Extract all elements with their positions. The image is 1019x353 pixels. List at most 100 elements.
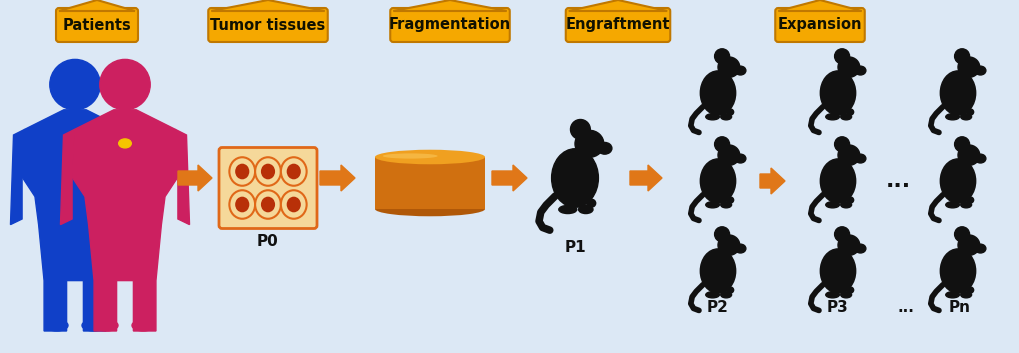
Ellipse shape xyxy=(705,292,718,298)
FancyBboxPatch shape xyxy=(208,8,327,42)
Ellipse shape xyxy=(718,109,725,115)
FancyBboxPatch shape xyxy=(219,148,317,228)
Ellipse shape xyxy=(974,66,985,75)
Ellipse shape xyxy=(838,109,845,115)
Ellipse shape xyxy=(960,114,971,120)
Ellipse shape xyxy=(68,139,82,148)
Ellipse shape xyxy=(727,287,733,293)
FancyBboxPatch shape xyxy=(56,8,138,42)
Ellipse shape xyxy=(825,202,839,208)
Ellipse shape xyxy=(957,145,979,165)
Text: Patients: Patients xyxy=(62,18,131,32)
Ellipse shape xyxy=(229,190,255,219)
Ellipse shape xyxy=(235,164,249,179)
Ellipse shape xyxy=(255,157,280,186)
Ellipse shape xyxy=(586,199,595,207)
Ellipse shape xyxy=(840,114,851,120)
Circle shape xyxy=(954,137,969,152)
Ellipse shape xyxy=(819,71,855,115)
Ellipse shape xyxy=(838,57,859,77)
Ellipse shape xyxy=(705,114,718,120)
Ellipse shape xyxy=(840,202,851,208)
Ellipse shape xyxy=(375,150,484,164)
Ellipse shape xyxy=(846,197,853,203)
Circle shape xyxy=(100,59,150,110)
Circle shape xyxy=(834,137,849,152)
Text: P1: P1 xyxy=(564,240,585,256)
Ellipse shape xyxy=(261,197,275,213)
Ellipse shape xyxy=(720,202,731,208)
Ellipse shape xyxy=(558,205,576,214)
Ellipse shape xyxy=(382,154,437,158)
Circle shape xyxy=(954,49,969,64)
Ellipse shape xyxy=(735,244,745,253)
Circle shape xyxy=(714,49,729,64)
Ellipse shape xyxy=(576,199,584,207)
Ellipse shape xyxy=(945,114,959,120)
Ellipse shape xyxy=(960,292,971,298)
Polygon shape xyxy=(777,0,861,11)
Polygon shape xyxy=(211,0,324,11)
Text: P3: P3 xyxy=(826,300,848,316)
Ellipse shape xyxy=(96,320,118,331)
Bar xyxy=(375,157,484,209)
Ellipse shape xyxy=(551,149,598,207)
Polygon shape xyxy=(125,130,140,225)
Polygon shape xyxy=(393,0,506,11)
Ellipse shape xyxy=(838,197,845,203)
Ellipse shape xyxy=(854,154,865,163)
Ellipse shape xyxy=(945,292,959,298)
Ellipse shape xyxy=(255,190,280,219)
Polygon shape xyxy=(22,110,127,331)
FancyArrow shape xyxy=(630,165,661,191)
Ellipse shape xyxy=(727,197,733,203)
Text: Tumor tissues: Tumor tissues xyxy=(210,18,325,32)
FancyBboxPatch shape xyxy=(566,8,669,42)
Circle shape xyxy=(714,227,729,242)
Ellipse shape xyxy=(960,202,971,208)
Ellipse shape xyxy=(838,235,859,255)
Ellipse shape xyxy=(280,157,307,186)
Text: ...: ... xyxy=(884,171,910,191)
Ellipse shape xyxy=(575,130,603,157)
Ellipse shape xyxy=(735,154,745,163)
Polygon shape xyxy=(10,130,24,225)
Ellipse shape xyxy=(846,287,853,293)
Ellipse shape xyxy=(854,66,865,75)
Ellipse shape xyxy=(717,57,739,77)
Ellipse shape xyxy=(229,157,255,186)
Ellipse shape xyxy=(280,190,307,219)
Ellipse shape xyxy=(131,320,154,331)
Ellipse shape xyxy=(261,164,275,179)
Ellipse shape xyxy=(966,197,973,203)
Ellipse shape xyxy=(819,159,855,203)
Text: P2: P2 xyxy=(706,300,729,316)
FancyArrow shape xyxy=(320,165,355,191)
Ellipse shape xyxy=(958,197,965,203)
Polygon shape xyxy=(175,130,190,225)
FancyArrow shape xyxy=(759,168,785,194)
Ellipse shape xyxy=(840,292,851,298)
Text: Fragmentation: Fragmentation xyxy=(388,18,511,32)
Ellipse shape xyxy=(940,71,975,115)
Ellipse shape xyxy=(578,205,592,214)
Ellipse shape xyxy=(727,109,733,115)
Ellipse shape xyxy=(286,164,301,179)
Ellipse shape xyxy=(82,320,104,331)
Ellipse shape xyxy=(854,244,865,253)
Ellipse shape xyxy=(118,139,131,148)
Ellipse shape xyxy=(717,235,739,255)
Ellipse shape xyxy=(825,292,839,298)
Ellipse shape xyxy=(958,287,965,293)
Ellipse shape xyxy=(717,145,739,165)
Ellipse shape xyxy=(940,249,975,293)
Polygon shape xyxy=(569,0,666,11)
Text: Pn: Pn xyxy=(948,300,970,316)
Ellipse shape xyxy=(957,57,979,77)
Ellipse shape xyxy=(700,71,735,115)
Ellipse shape xyxy=(700,159,735,203)
Ellipse shape xyxy=(718,287,725,293)
FancyBboxPatch shape xyxy=(774,8,864,42)
Ellipse shape xyxy=(597,143,611,154)
Ellipse shape xyxy=(966,109,973,115)
